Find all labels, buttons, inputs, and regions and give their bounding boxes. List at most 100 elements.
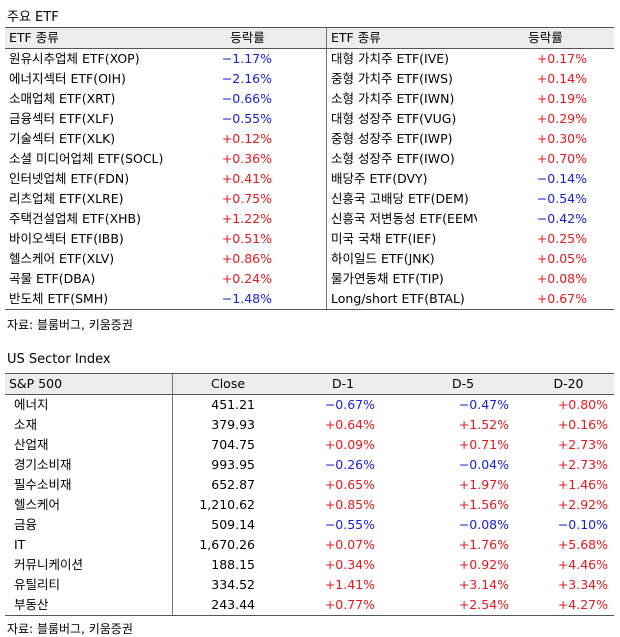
sector-d20: −0.10% xyxy=(557,517,608,532)
sector-close: 243.44 xyxy=(211,597,255,612)
table-row: 반도체 ETF(SMH) −1.48% Long/short ETF(BTAL) +0… xyxy=(5,289,614,309)
etf-change: −0.66% xyxy=(169,89,327,109)
sector-d20: +0.80% xyxy=(557,397,608,412)
etf-name: 배당주 ETF(DVY) xyxy=(331,171,428,186)
sector-d20: +1.46% xyxy=(557,477,608,492)
etf-name: 바이오섹터 ETF(IBB) xyxy=(9,231,124,246)
sector-d20: +5.68% xyxy=(557,537,608,552)
sector-source-note: 자료: 블룸버그, 키움증권 xyxy=(7,622,133,636)
sector-header-d20: D-20 xyxy=(553,376,584,391)
sector-d1: +0.77% xyxy=(324,597,375,612)
sector-d5: −0.04% xyxy=(458,457,509,472)
table-row: 커뮤니케이션 188.15 +0.34% +0.92% +4.46% xyxy=(5,555,614,575)
etf-name: 반도체 ETF(SMH) xyxy=(9,291,109,306)
etf-header-change-left: 등락률 xyxy=(169,28,327,48)
etf-name: 신흥국 고배당 ETF(DEM) xyxy=(331,191,469,206)
etf-name: 중형 가치주 ETF(IWS) xyxy=(331,71,453,86)
sector-d1: +0.34% xyxy=(324,557,375,572)
etf-name: 신흥국 저변동성 ETF(EEMV) xyxy=(331,211,477,226)
etf-name: 주택건설업체 ETF(XHB) xyxy=(9,211,141,226)
etf-name: 대형 가치주 ETF(IVE) xyxy=(331,51,450,66)
etf-table-body: 원유시추업체 ETF(XOP) −1.17% 대형 가치주 ETF(IVE) +0.1… xyxy=(5,49,614,310)
etf-name: 대형 성장주 ETF(VUG) xyxy=(331,111,457,126)
etf-change: +0.51% xyxy=(169,229,327,249)
etf-change: −2.16% xyxy=(169,69,327,89)
etf-header-name-right: ETF 종류 xyxy=(331,30,381,45)
etf-name: 소형 성장주 ETF(IWO) xyxy=(331,151,455,166)
etf-change: +0.30% xyxy=(536,131,587,146)
sector-header-name: S&P 500 xyxy=(5,374,173,394)
etf-name: 물가연동채 ETF(TIP) xyxy=(331,271,444,286)
table-row: 주택건설업체 ETF(XHB) +1.22% 신흥국 저변동성 ETF(EEMV) −… xyxy=(5,209,614,229)
sector-d5: +1.52% xyxy=(458,417,509,432)
etf-change: +0.19% xyxy=(536,91,587,106)
sector-header-d5: D-5 xyxy=(451,376,475,391)
sector-d20: +4.27% xyxy=(557,597,608,612)
etf-table-header: ETF 종류 등락률 ETF 종류 등락률 xyxy=(5,27,614,49)
etf-change: +0.24% xyxy=(169,269,327,289)
table-row: 헬스케어 ETF(XLV) +0.86% 하이일드 ETF(JNK) +0.05% xyxy=(5,249,614,269)
sector-close: 993.95 xyxy=(211,457,255,472)
sector-d20: +2.73% xyxy=(557,457,608,472)
sector-d1: +0.65% xyxy=(324,477,375,492)
etf-name: 소셜 미디어업체 ETF(SOCL) xyxy=(9,151,164,166)
sector-d20: +4.46% xyxy=(557,557,608,572)
sector-name: 유틸리티 xyxy=(5,575,173,595)
sector-d1: +1.41% xyxy=(324,577,375,592)
etf-change: +0.17% xyxy=(536,51,587,66)
sector-name: 소재 xyxy=(5,415,173,435)
sector-d5: +2.54% xyxy=(458,597,509,612)
sector-name: 커뮤니케이션 xyxy=(5,555,173,575)
etf-header-change-right: 등락률 xyxy=(528,30,563,45)
sector-close: 188.15 xyxy=(211,557,255,572)
sector-name: 헬스케어 xyxy=(5,495,173,515)
sector-d5: +3.14% xyxy=(458,577,509,592)
table-row: IT 1,670.26 +0.07% +1.76% +5.68% xyxy=(5,535,614,555)
etf-change: −0.14% xyxy=(536,171,587,186)
etf-header-name-left: ETF 종류 xyxy=(9,30,59,45)
sector-d1: +0.64% xyxy=(324,417,375,432)
etf-change: +0.12% xyxy=(169,129,327,149)
sector-table-body: 에너지 451.21 −0.67% −0.47% +0.80% 소재 379.93 +0.64… xyxy=(5,395,614,616)
etf-change: +1.22% xyxy=(169,209,327,229)
table-row: 유틸리티 334.52 +1.41% +3.14% +3.34% xyxy=(5,575,614,595)
etf-change: +0.08% xyxy=(536,271,587,286)
etf-name: 금융섹터 ETF(XLF) xyxy=(9,111,115,126)
etf-change: +0.14% xyxy=(536,71,587,86)
table-row: 바이오섹터 ETF(IBB) +0.51% 미국 국채 ETF(IEF) +0.25% xyxy=(5,229,614,249)
etf-section-title: 주요 ETF xyxy=(7,10,59,25)
sector-d1: −0.67% xyxy=(324,397,375,412)
table-row: 필수소비재 652.87 +0.65% +1.97% +1.46% xyxy=(5,475,614,495)
etf-change: −0.42% xyxy=(536,211,587,226)
table-row: 리츠업체 ETF(XLRE) +0.75% 신흥국 고배당 ETF(DEM) −0.5… xyxy=(5,189,614,209)
etf-change: +0.25% xyxy=(536,231,587,246)
etf-change: −1.17% xyxy=(169,49,327,69)
sector-close: 334.52 xyxy=(211,577,255,592)
sector-d20: +3.34% xyxy=(557,577,608,592)
etf-change: +0.36% xyxy=(169,149,327,169)
etf-change: −0.55% xyxy=(169,109,327,129)
sector-close: 379.93 xyxy=(211,417,255,432)
sector-close: 451.21 xyxy=(211,397,255,412)
sector-header-close: Close xyxy=(210,376,246,391)
table-row: 소셜 미디어업체 ETF(SOCL) +0.36% 소형 성장주 ETF(IWO) +… xyxy=(5,149,614,169)
sector-d1: −0.55% xyxy=(324,517,375,532)
etf-change: +0.70% xyxy=(536,151,587,166)
sector-close: 1,210.62 xyxy=(199,497,255,512)
etf-change: +0.29% xyxy=(536,111,587,126)
table-row: 인터넷업체 ETF(FDN) +0.41% 배당주 ETF(DVY) −0.14% xyxy=(5,169,614,189)
sector-name: 금융 xyxy=(5,515,173,535)
etf-name: 헬스케어 ETF(XLV) xyxy=(9,251,115,266)
table-row: 기술섹터 ETF(XLK) +0.12% 중형 성장주 ETF(IWP) +0.30% xyxy=(5,129,614,149)
sector-d1: +0.07% xyxy=(324,537,375,552)
sector-close: 509.14 xyxy=(211,517,255,532)
sector-name: 부동산 xyxy=(5,595,173,615)
sector-name: 경기소비재 xyxy=(5,455,173,475)
etf-name: 원유시추업체 ETF(XOP) xyxy=(9,51,140,66)
table-row: 소재 379.93 +0.64% +1.52% +0.16% xyxy=(5,415,614,435)
etf-change: −0.54% xyxy=(536,191,587,206)
etf-name: 소매업체 ETF(XRT) xyxy=(9,91,116,106)
table-row: 금융 509.14 −0.55% −0.08% −0.10% xyxy=(5,515,614,535)
etf-name: 하이일드 ETF(JNK) xyxy=(331,251,435,266)
table-row: 금융섹터 ETF(XLF) −0.55% 대형 성장주 ETF(VUG) +0.29% xyxy=(5,109,614,129)
